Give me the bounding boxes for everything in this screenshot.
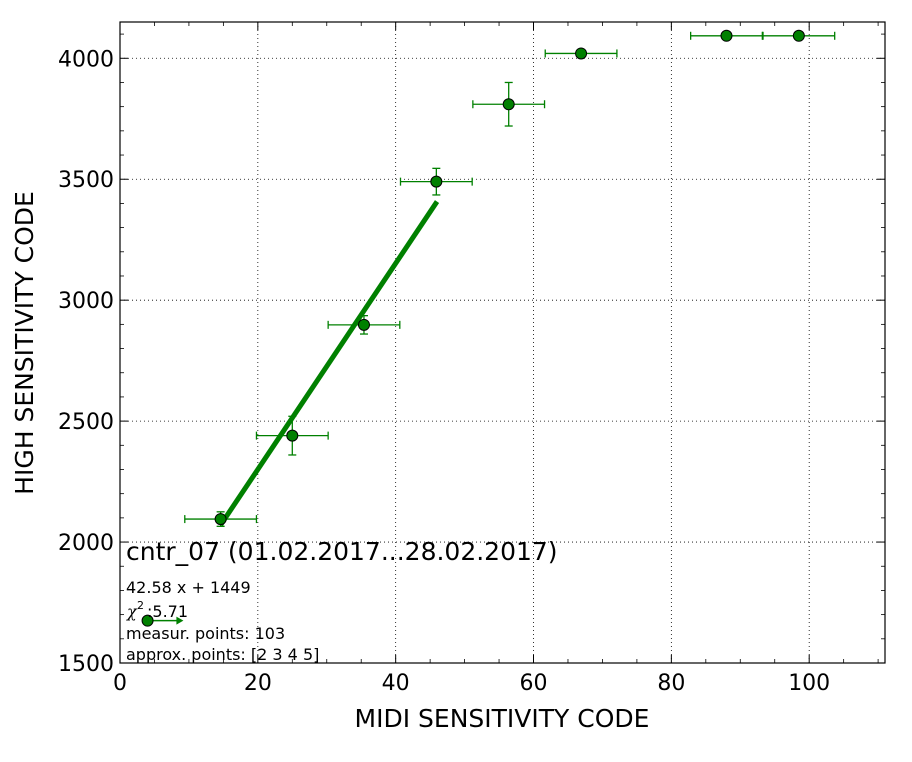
plot-frame [119,21,886,664]
data-point-marker [575,47,588,60]
y-tick-label: 3000 [58,289,114,314]
data-point-marker [502,98,515,111]
x-tick-label: 20 [244,671,272,696]
chi-value: :5.71 [147,602,188,621]
x-tick-label: 40 [382,671,410,696]
y-tick-label: 2500 [58,410,114,435]
chi-symbol: χ [126,602,138,621]
data-point-marker [430,175,443,188]
legend-marker [141,614,184,627]
annotation-chi-square: χ 2 :5.71 [126,599,188,621]
data-point-marker [286,429,299,442]
annotation-measur-points: measur. points: 103 [126,624,285,643]
annotation-fit-equation: 42.58 x + 1449 [126,578,251,597]
annotation-title: cntr_07 (01.02.2017...28.02.2017) [126,537,558,566]
data-point [762,29,836,42]
legend-marker-circle [141,614,154,627]
x-tick-label: 100 [788,671,830,696]
plot-background [120,22,885,663]
y-tick-label: 2000 [58,531,114,556]
data-point [184,511,258,527]
x-tick-label: 0 [113,671,127,696]
data-point [399,167,473,196]
major-ticks [119,22,885,664]
data-point [689,29,763,42]
y-tick-label: 4000 [58,47,114,72]
fit-line [218,200,440,527]
fit-layer [218,200,440,527]
data-point [327,315,401,335]
data-point [544,47,618,60]
data-point [255,415,329,456]
chi-exponent: 2 [137,599,144,612]
points-layer [141,29,836,627]
data-point-marker [720,29,733,42]
annotation-approx-points: approx. points: [2 3 4 5] [126,645,319,664]
data-point-marker [357,318,370,331]
y-tick-label: 3500 [58,168,114,193]
legend-arrow-head [176,616,184,625]
x-tick-label: 60 [520,671,548,696]
y-tick-labels: 1500 2000 2500 3000 3500 4000 [58,47,114,677]
minor-ticks [120,22,885,663]
x-tick-label: 80 [657,671,685,696]
grid [120,22,885,663]
x-axis-label: MIDI SENSITIVITY CODE [355,704,650,733]
data-point [472,81,546,127]
data-point-marker [792,29,805,42]
x-tick-labels: 0 20 40 60 80 100 [113,671,830,696]
data-point-marker [214,513,227,526]
y-axis-label: HIGH SENSITIVITY CODE [10,191,39,495]
y-tick-label: 1500 [58,652,114,677]
